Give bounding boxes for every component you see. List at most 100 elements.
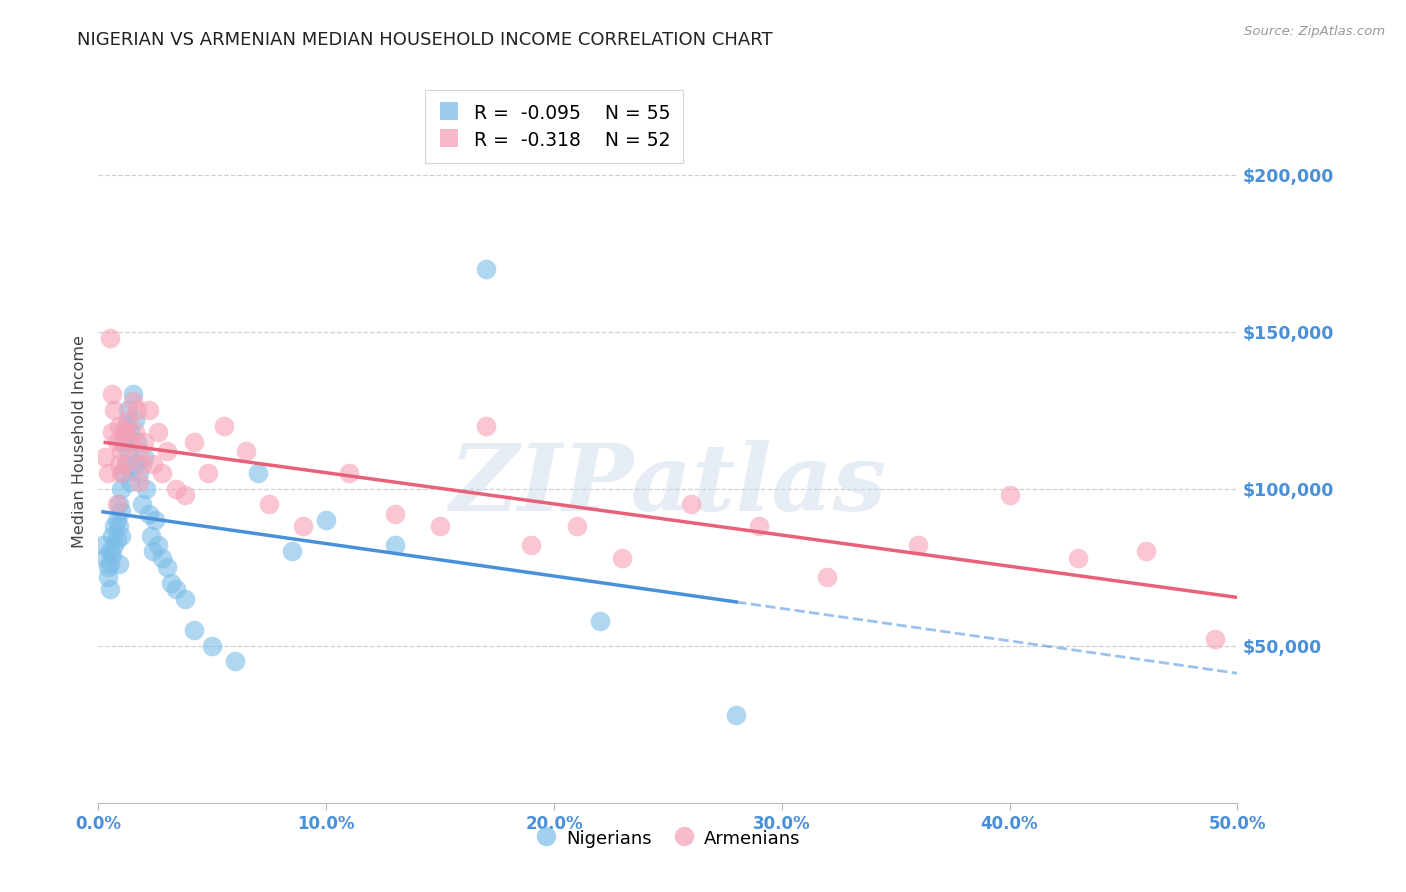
Point bbox=[183, 623, 205, 637]
Point bbox=[120, 425, 142, 439]
Point bbox=[108, 519, 131, 533]
Point bbox=[124, 425, 146, 439]
Point bbox=[114, 457, 136, 471]
Point bbox=[96, 569, 118, 583]
Point bbox=[725, 707, 748, 722]
Point bbox=[146, 425, 169, 439]
Point bbox=[520, 538, 543, 552]
Point bbox=[174, 488, 197, 502]
Point bbox=[1067, 550, 1090, 565]
Legend: Nigerians, Armenians: Nigerians, Armenians bbox=[529, 822, 807, 855]
Point bbox=[315, 513, 337, 527]
Point bbox=[98, 544, 121, 558]
Y-axis label: Median Household Income: Median Household Income bbox=[72, 335, 87, 548]
Point bbox=[110, 466, 132, 480]
Point bbox=[565, 519, 588, 533]
Point bbox=[748, 519, 770, 533]
Point bbox=[142, 544, 165, 558]
Point bbox=[94, 550, 117, 565]
Point bbox=[101, 548, 124, 562]
Point bbox=[128, 444, 150, 458]
Point bbox=[105, 434, 128, 449]
Point bbox=[131, 497, 153, 511]
Point bbox=[96, 560, 118, 574]
Point bbox=[108, 457, 131, 471]
Point bbox=[337, 466, 360, 480]
Point bbox=[114, 418, 136, 433]
Point bbox=[292, 519, 315, 533]
Point bbox=[121, 387, 143, 401]
Point bbox=[384, 507, 406, 521]
Point bbox=[165, 582, 187, 597]
Point bbox=[117, 444, 139, 458]
Point bbox=[160, 575, 183, 590]
Point bbox=[101, 529, 124, 543]
Point bbox=[384, 538, 406, 552]
Text: NIGERIAN VS ARMENIAN MEDIAN HOUSEHOLD INCOME CORRELATION CHART: NIGERIAN VS ARMENIAN MEDIAN HOUSEHOLD IN… bbox=[77, 31, 773, 49]
Text: Source: ZipAtlas.com: Source: ZipAtlas.com bbox=[1244, 25, 1385, 38]
Point bbox=[174, 591, 197, 606]
Point bbox=[103, 403, 125, 417]
Point bbox=[197, 466, 219, 480]
Point bbox=[91, 538, 114, 552]
Point bbox=[120, 475, 142, 490]
Point bbox=[1135, 544, 1157, 558]
Point bbox=[98, 582, 121, 597]
Point bbox=[108, 497, 131, 511]
Point bbox=[127, 403, 149, 417]
Point bbox=[145, 513, 167, 527]
Point bbox=[679, 497, 702, 511]
Point bbox=[156, 444, 179, 458]
Point bbox=[103, 519, 125, 533]
Point bbox=[105, 513, 128, 527]
Point bbox=[110, 503, 132, 517]
Point bbox=[132, 450, 155, 465]
Point bbox=[94, 450, 117, 465]
Point bbox=[246, 466, 269, 480]
Point bbox=[138, 507, 160, 521]
Point bbox=[474, 261, 496, 276]
Point bbox=[1204, 632, 1226, 647]
Point bbox=[105, 532, 128, 546]
Text: ZIPatlas: ZIPatlas bbox=[450, 440, 886, 530]
Point bbox=[429, 519, 451, 533]
Point bbox=[224, 655, 246, 669]
Point bbox=[998, 488, 1021, 502]
Point bbox=[105, 497, 128, 511]
Point bbox=[121, 393, 143, 408]
Point bbox=[108, 418, 131, 433]
Point bbox=[110, 482, 132, 496]
Point bbox=[117, 403, 139, 417]
Point bbox=[150, 466, 173, 480]
Point bbox=[114, 425, 136, 439]
Point bbox=[124, 412, 146, 426]
Point bbox=[127, 434, 149, 449]
Point bbox=[588, 614, 610, 628]
Point bbox=[142, 457, 165, 471]
Point bbox=[124, 457, 146, 471]
Point bbox=[112, 466, 135, 480]
Point bbox=[474, 418, 496, 433]
Point bbox=[114, 457, 136, 471]
Point bbox=[96, 466, 118, 480]
Point bbox=[112, 425, 135, 439]
Point bbox=[110, 444, 132, 458]
Point bbox=[103, 538, 125, 552]
Point bbox=[135, 482, 157, 496]
Point bbox=[156, 560, 179, 574]
Point bbox=[146, 538, 169, 552]
Point bbox=[150, 550, 173, 565]
Point bbox=[101, 387, 124, 401]
Point bbox=[907, 538, 929, 552]
Point bbox=[101, 425, 124, 439]
Point bbox=[201, 639, 224, 653]
Point bbox=[117, 412, 139, 426]
Point bbox=[112, 434, 135, 449]
Point bbox=[139, 529, 162, 543]
Point bbox=[138, 403, 160, 417]
Point bbox=[128, 475, 150, 490]
Point bbox=[128, 466, 150, 480]
Point bbox=[165, 482, 187, 496]
Point bbox=[120, 434, 142, 449]
Point bbox=[131, 457, 153, 471]
